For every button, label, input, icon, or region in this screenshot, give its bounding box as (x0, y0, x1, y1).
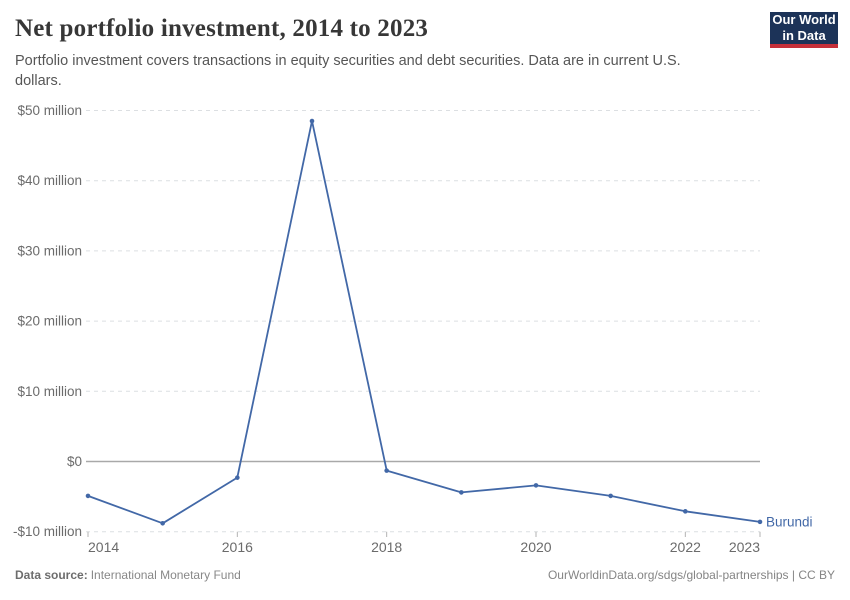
x-axis-tick-label: 2014 (88, 539, 119, 555)
y-axis-tick-label: $50 million (17, 103, 82, 118)
owid-logo-line2: in Data (782, 28, 826, 43)
x-axis-tick-label: 2016 (222, 539, 253, 555)
chart-subtitle: Portfolio investment covers transactions… (15, 53, 681, 89)
data-point-2019[interactable] (459, 490, 464, 495)
data-point-2017[interactable] (309, 118, 315, 124)
x-axis-tick-label: 2022 (670, 539, 701, 555)
y-axis-tick-label: $40 million (17, 173, 82, 188)
y-axis-tick-label: $0 (67, 454, 82, 469)
x-axis-tick-label: 2023 (729, 539, 760, 555)
data-point-2018[interactable] (384, 468, 389, 473)
chart-footer: Data source: International Monetary Fund … (15, 568, 835, 582)
y-axis-tick-label: $20 million (17, 314, 82, 329)
data-point-2014[interactable] (85, 493, 91, 499)
owid-logo-line1: Our World (772, 12, 836, 27)
x-axis-tick-label: 2018 (371, 539, 402, 555)
data-source-value: International Monetary Fund (90, 568, 241, 582)
data-source-note: Data source: International Monetary Fund (15, 568, 241, 582)
data-point-2016[interactable] (235, 475, 240, 480)
y-axis-tick-label: $10 million (17, 384, 82, 399)
credit-link[interactable]: OurWorldinData.org/sdgs/global-partnersh… (547, 568, 835, 582)
data-point-2020[interactable] (533, 483, 539, 488)
data-point-2021[interactable] (608, 493, 613, 499)
data-source-label: Data source: (15, 568, 88, 582)
y-axis-tick-label: -$10 million (13, 524, 82, 539)
series-label-burundi[interactable]: Burundi (766, 514, 813, 529)
owid-logo[interactable]: Our World in Data (770, 12, 838, 48)
data-point-2022[interactable] (683, 509, 688, 514)
y-axis-tick-label: $30 million (17, 243, 82, 258)
data-point-2015[interactable] (160, 520, 165, 526)
data-point-2023[interactable] (757, 519, 763, 525)
page-title: Net portfolio investment, 2014 to 2023 (15, 15, 429, 42)
series-line-burundi[interactable] (87, 120, 761, 525)
x-axis-tick-label: 2020 (520, 539, 551, 555)
